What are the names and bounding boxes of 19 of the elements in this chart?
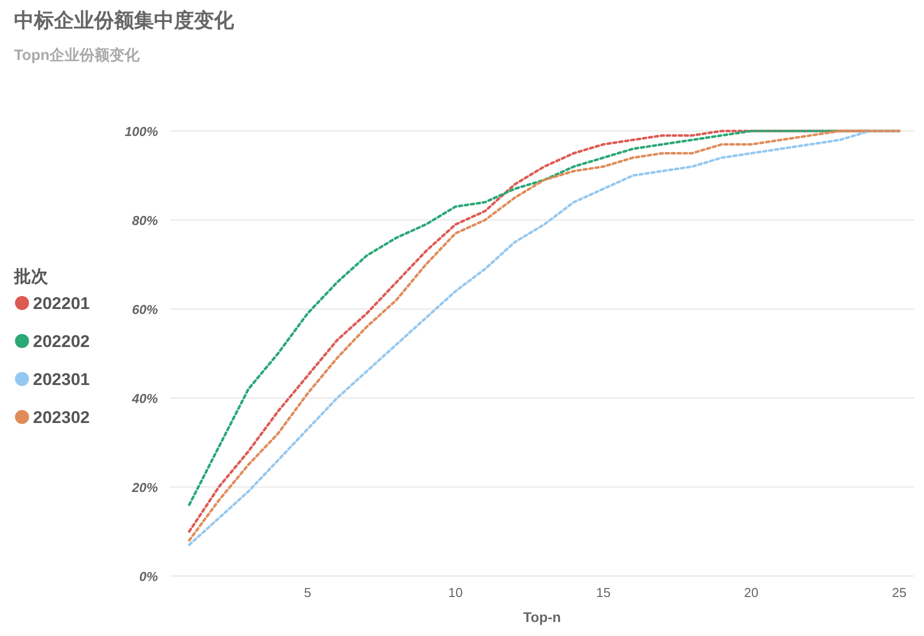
legend-label: 202302 — [33, 408, 90, 427]
legend-label: 202301 — [33, 370, 90, 389]
x-tick-label: 5 — [304, 585, 312, 600]
x-axis-title: Top-n — [523, 609, 561, 625]
x-tick-label: 25 — [892, 585, 906, 600]
legend-label: 202201 — [33, 294, 90, 313]
x-tick-label: 20 — [744, 585, 759, 600]
legend-label: 202202 — [33, 332, 90, 351]
y-tick-label: 100% — [124, 124, 158, 139]
y-tick-label: 0% — [139, 569, 158, 584]
chart-title: 中标企业份额集中度变化 — [14, 9, 235, 32]
y-tick-label: 40% — [130, 391, 158, 406]
chart-subtitle: Topn企业份额变化 — [14, 46, 141, 64]
y-tick-label: 80% — [132, 213, 158, 228]
x-tick-label: 10 — [448, 585, 463, 600]
y-tick-label: 20% — [130, 480, 158, 495]
x-tick-label: 15 — [596, 585, 611, 600]
legend-title: 批次 — [13, 267, 49, 286]
y-tick-label: 60% — [132, 302, 158, 317]
